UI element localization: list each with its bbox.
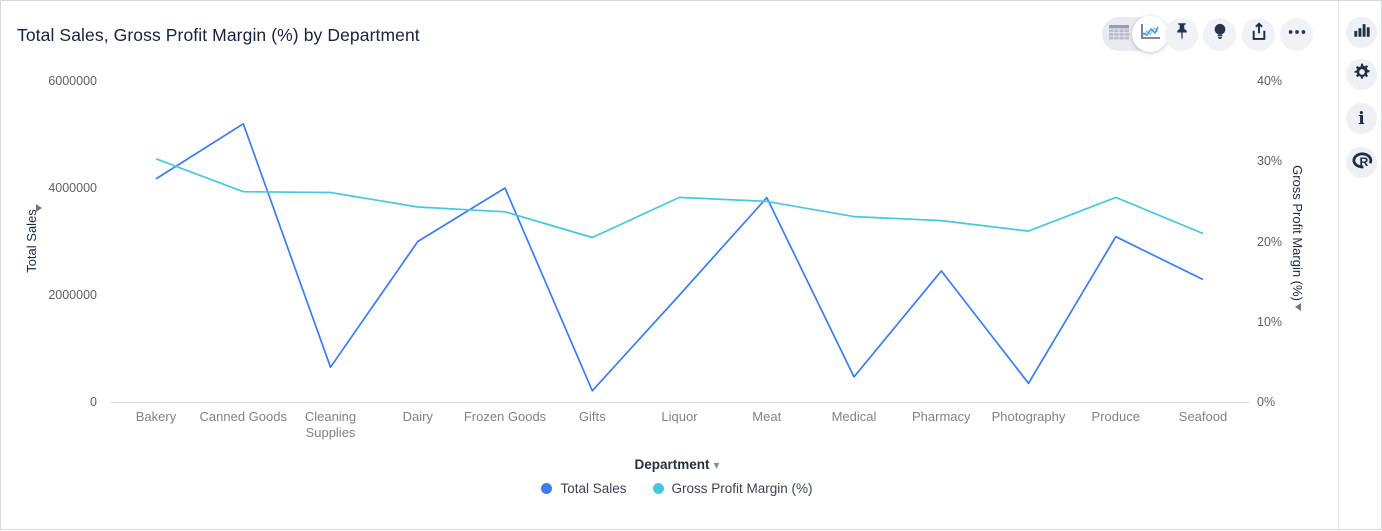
rail-settings-button[interactable]	[1346, 59, 1377, 90]
page-title: Total Sales, Gross Profit Margin (%) by …	[17, 25, 420, 45]
y-left-tick-label: 6000000	[48, 74, 97, 88]
y-right-tick-label: 30%	[1257, 154, 1283, 169]
legend-label: Gross Profit Margin (%)	[671, 481, 813, 496]
x-category-label: Bakery	[135, 409, 177, 424]
pin-button[interactable]	[1165, 18, 1198, 51]
legend-label: Total Sales	[560, 481, 627, 496]
table-view-button[interactable]	[1102, 17, 1136, 51]
line-chart-view-icon	[1139, 23, 1161, 46]
svg-text:R: R	[1359, 155, 1368, 169]
insights-button[interactable]	[1203, 18, 1236, 51]
y-left-tick-label: 2000000	[48, 288, 97, 302]
x-category-label: Cleaning Supplies	[304, 409, 357, 440]
x-category-label: Medical	[831, 409, 877, 424]
y-left-tick-label: 0	[90, 395, 97, 409]
right-axis-sort-arrow-icon[interactable]	[1295, 303, 1301, 311]
view-toggle[interactable]	[1102, 16, 1168, 52]
left-axis-title: Total Sales	[24, 209, 39, 273]
legend: Total Sales Gross Profit Margin (%)	[1, 481, 1353, 496]
y-left-tick-label: 4000000	[48, 181, 97, 195]
pin-icon	[1171, 21, 1193, 48]
bar-chart-icon	[1353, 21, 1371, 44]
series-line-gross-profit-margin[interactable]	[155, 158, 1204, 239]
x-category-label: Photography	[991, 409, 1066, 424]
chevron-down-icon: ▾	[713, 458, 720, 472]
x-category-label: Pharmacy	[911, 409, 971, 424]
lightbulb-icon	[1209, 21, 1231, 48]
x-category-label: Gifts	[578, 409, 606, 424]
left-axis-sort-arrow-icon[interactable]	[36, 204, 42, 212]
rail-r-logo-button[interactable]: R	[1346, 147, 1377, 178]
x-category-label: Frozen Goods	[463, 409, 547, 424]
legend-item-total-sales[interactable]: Total Sales	[541, 481, 627, 496]
rail-info-button[interactable]: i	[1346, 103, 1377, 134]
x-category-label: Seafood	[1178, 409, 1228, 424]
x-axis-field-control[interactable]: Department ▾	[1, 457, 1353, 472]
info-icon: i	[1358, 108, 1365, 129]
export-icon	[1248, 21, 1270, 48]
legend-dot-total-sales	[541, 483, 553, 494]
legend-item-gross-profit-margin[interactable]: Gross Profit Margin (%)	[652, 481, 813, 496]
x-axis-field-label: Department	[634, 457, 710, 472]
gear-icon	[1352, 62, 1372, 87]
rail-charts-button[interactable]	[1346, 17, 1377, 48]
y-right-tick-label: 10%	[1257, 314, 1283, 329]
x-category-label: Meat	[752, 409, 782, 424]
r-logo-icon: R	[1351, 150, 1373, 175]
x-category-label: Canned Goods	[199, 409, 287, 424]
x-category-label: Produce	[1091, 409, 1140, 424]
series-line-total-sales[interactable]	[155, 122, 1204, 392]
ellipsis-icon	[1286, 21, 1308, 48]
y-right-tick-label: 20%	[1257, 234, 1283, 249]
x-category-label: Liquor	[661, 409, 698, 424]
table-view-icon	[1109, 24, 1129, 45]
rail-divider	[1338, 1, 1339, 531]
legend-dot-gross-profit-margin	[652, 483, 664, 494]
y-right-tick-label: 0%	[1257, 395, 1276, 409]
export-button[interactable]	[1242, 18, 1275, 51]
chart-view-button[interactable]	[1132, 16, 1168, 52]
y-right-tick-label: 40%	[1257, 74, 1283, 88]
x-category-label: Dairy	[402, 409, 433, 424]
more-options-button[interactable]	[1280, 18, 1313, 51]
